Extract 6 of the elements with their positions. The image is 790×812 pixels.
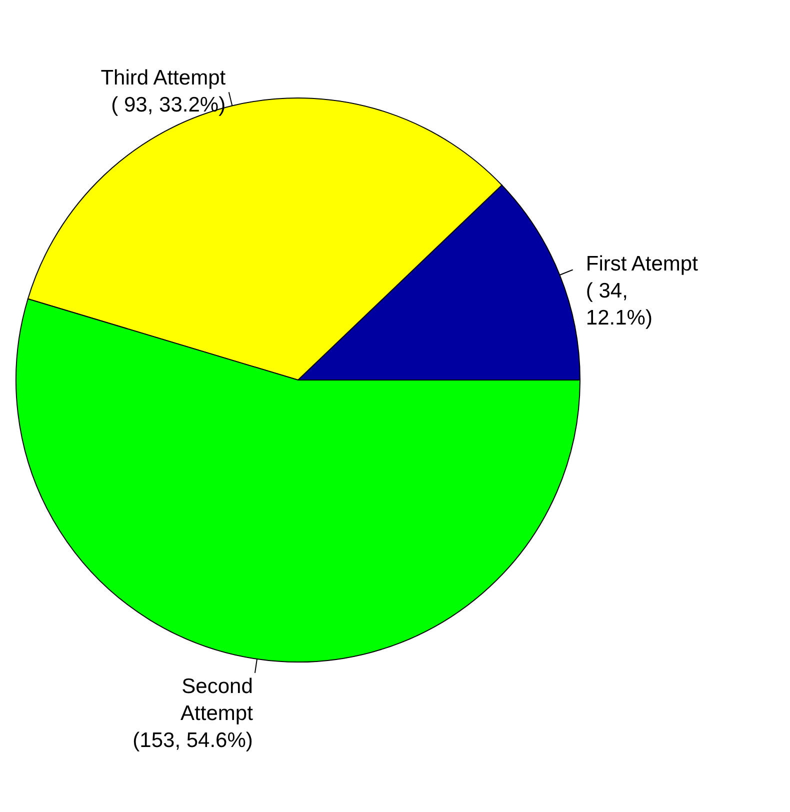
data-label: ( 93, 33.2%) bbox=[111, 93, 226, 116]
data-label: (153, 54.6%) bbox=[132, 728, 253, 752]
slice-label: First Atempt bbox=[586, 252, 698, 276]
data-label: ( 34, 12.1%) bbox=[586, 280, 652, 330]
slice-label: Third Attempt bbox=[100, 66, 226, 90]
slice-label: Second Attempt bbox=[180, 674, 254, 725]
